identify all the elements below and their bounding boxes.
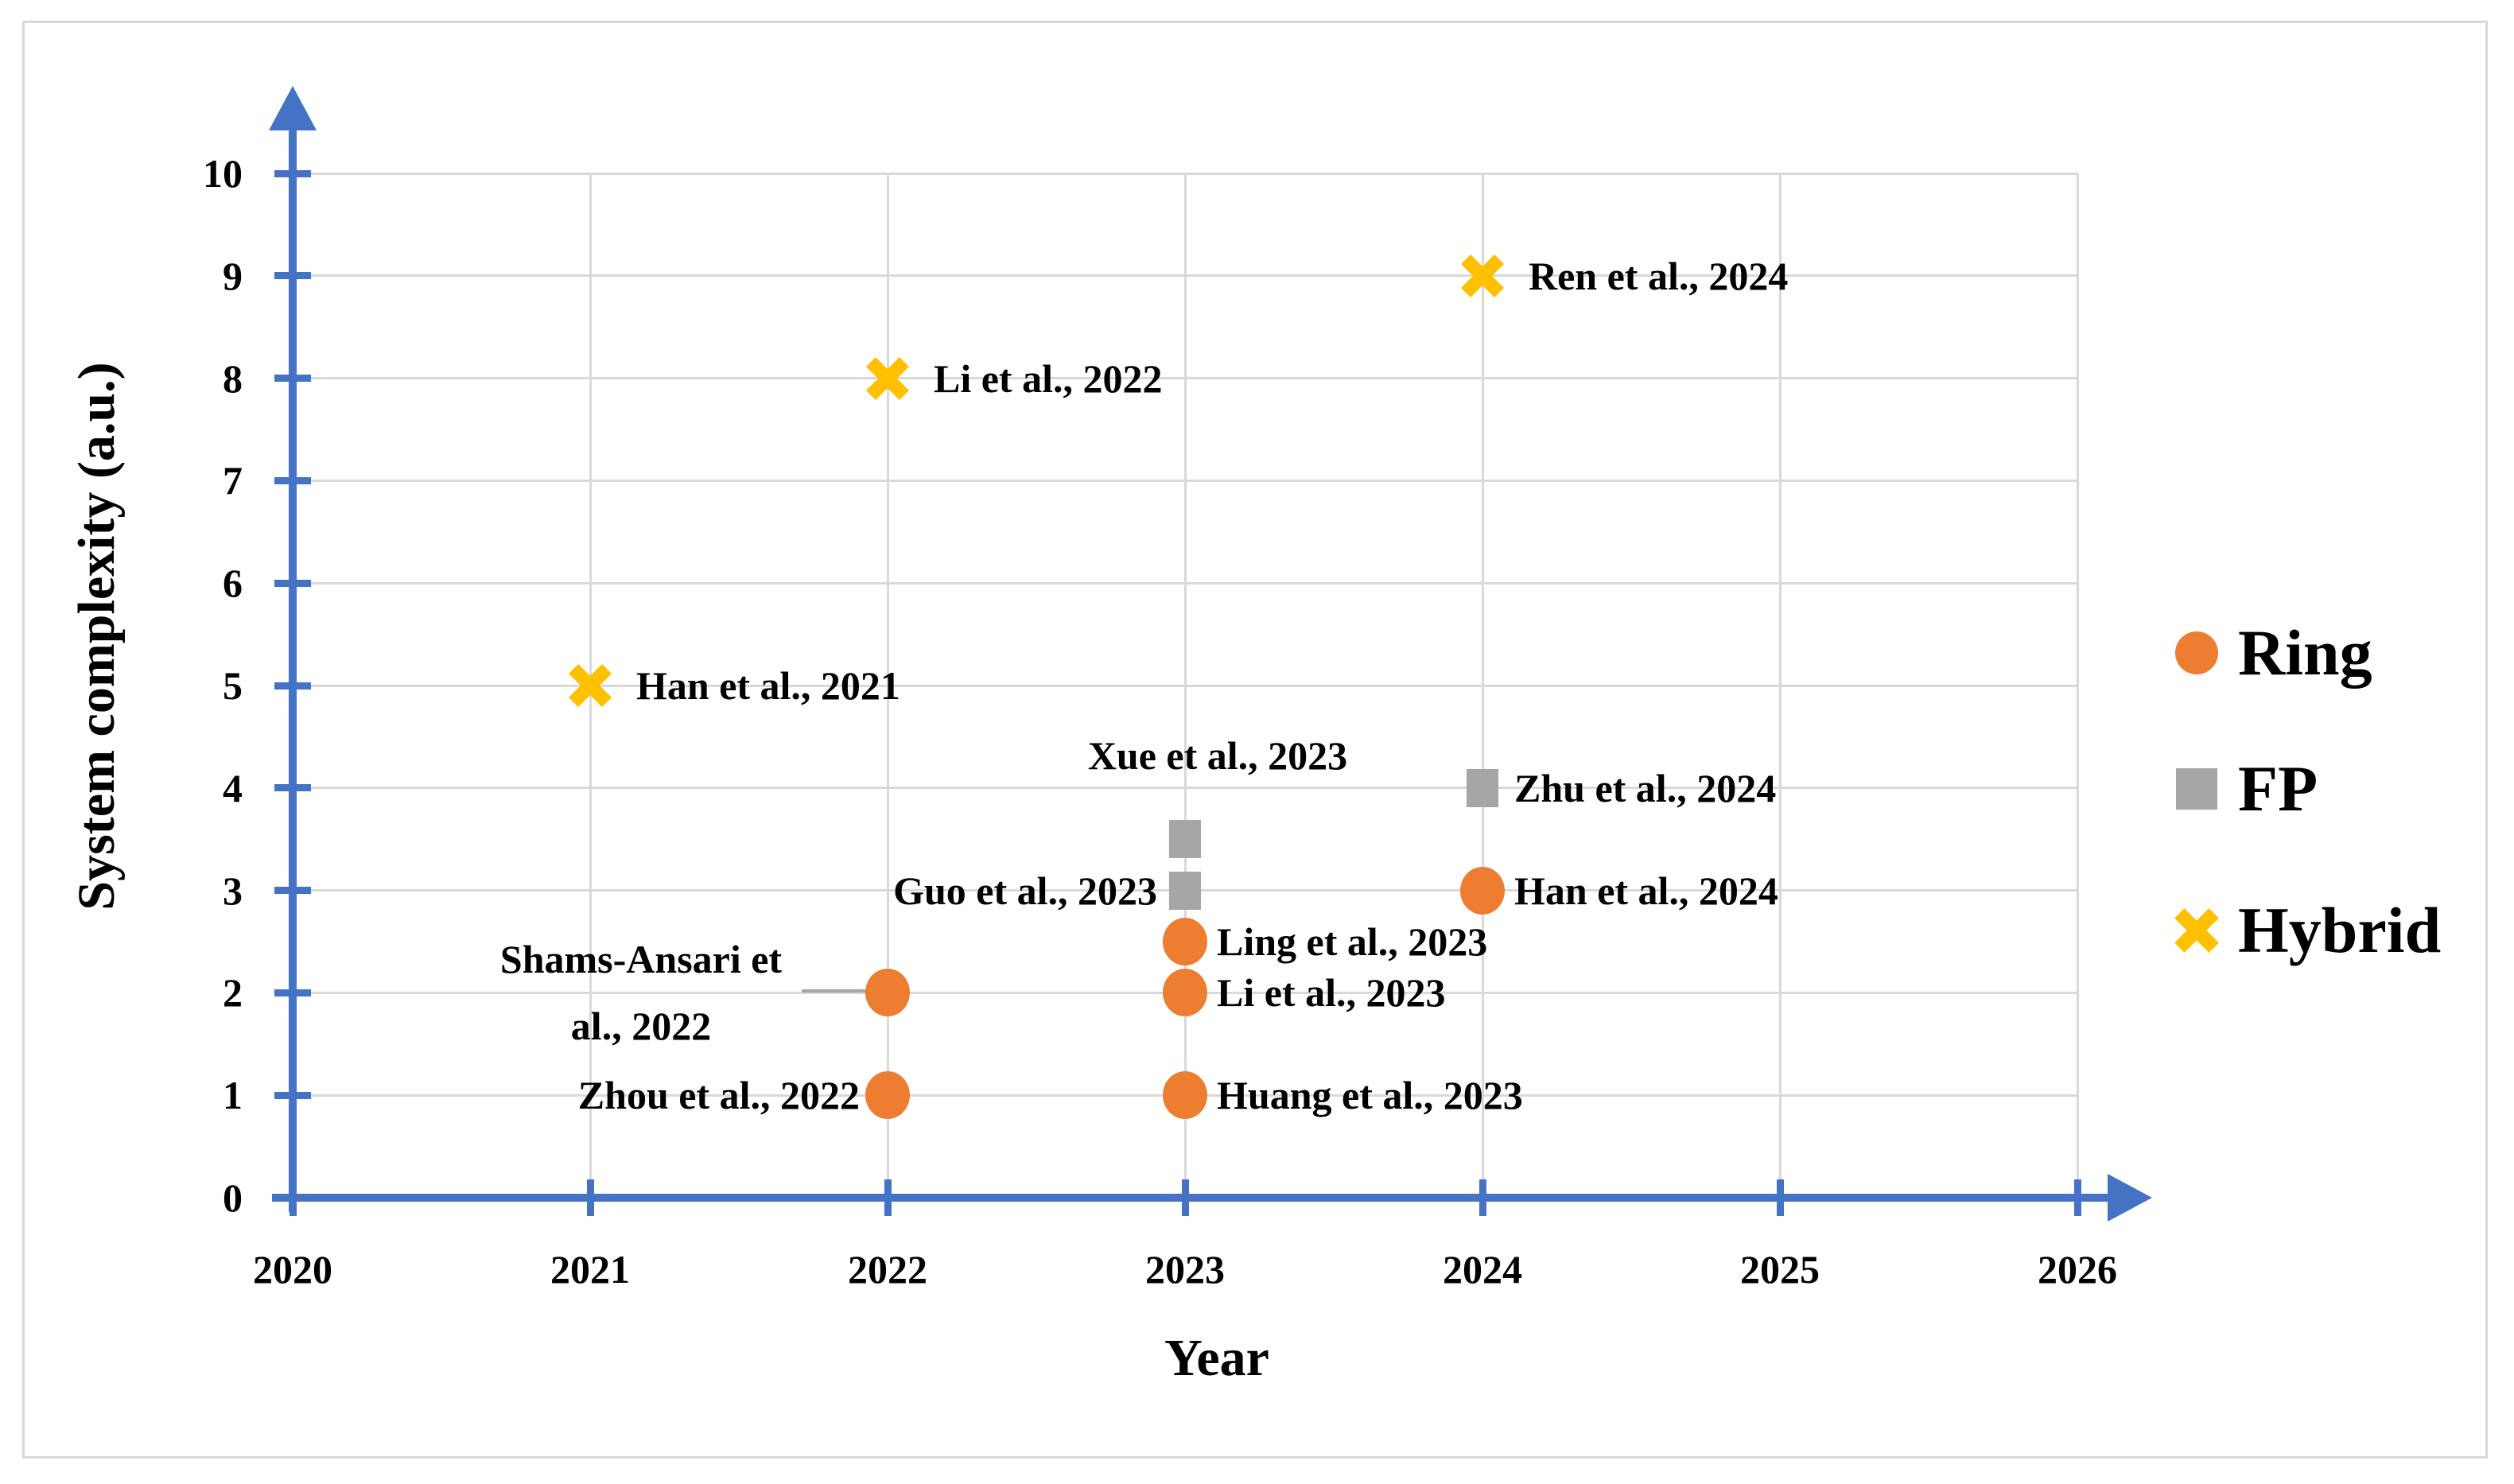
gridline-vertical <box>1481 173 1484 1198</box>
gridline-vertical <box>886 173 889 1198</box>
y-axis-tick <box>274 1194 311 1202</box>
point-label: Guo et al., 2023 <box>893 868 1157 913</box>
x-axis-tick <box>586 1179 594 1216</box>
y-axis-arrow-icon <box>269 86 317 130</box>
y-tick-label: 6 <box>223 561 243 606</box>
x-tick-label: 2022 <box>848 1247 927 1292</box>
y-tick-label: 4 <box>223 765 243 810</box>
data-point-hybrid <box>566 662 614 709</box>
legend-hybrid-x-icon <box>2172 906 2221 955</box>
y-axis-tick <box>274 887 311 895</box>
data-point-ring <box>1163 918 1207 965</box>
point-label: Ren et al., 2024 <box>1529 253 1789 298</box>
point-label: Li et al., 2023 <box>1217 970 1446 1016</box>
data-point-ring <box>1460 866 1505 915</box>
point-label-line: al., 2022 <box>570 1004 712 1049</box>
y-tick-label: 0 <box>223 1175 243 1220</box>
y-tick-label: 10 <box>203 151 243 196</box>
y-tick-label: 1 <box>223 1073 243 1118</box>
x-tick-label: 2026 <box>2038 1247 2117 1292</box>
y-axis-line <box>289 129 297 1212</box>
point-label: Han et al., 2021 <box>636 663 900 708</box>
gridline-vertical <box>1778 173 1782 1198</box>
data-point-ring <box>865 1071 910 1120</box>
x-tick-label: 2024 <box>1443 1247 1522 1292</box>
x-tick-label: 2021 <box>550 1247 630 1292</box>
x-axis-tick <box>1181 1179 1189 1216</box>
point-label: Xue et al., 2023 <box>1087 733 1348 779</box>
y-tick-label: 3 <box>223 868 243 913</box>
legend-label: FP <box>2238 752 2318 825</box>
data-point-ring <box>1163 969 1207 1017</box>
gridline-vertical <box>1183 173 1187 1198</box>
legend-label: Hybrid <box>2238 894 2442 966</box>
x-tick-label: 2023 <box>1145 1247 1225 1292</box>
point-label-line: Shams-Ansari et <box>499 937 783 982</box>
x-axis-arrow-icon <box>2108 1174 2152 1222</box>
y-tick-label: 7 <box>223 458 243 503</box>
data-point-fp <box>1467 768 1498 807</box>
y-axis-title: System complexity (a.u.) <box>68 362 126 911</box>
point-label: Zhu et al., 2024 <box>1514 765 1777 810</box>
x-tick-label: 2025 <box>1740 1247 1820 1292</box>
y-tick-label: 5 <box>223 663 243 708</box>
label-leader-line <box>802 989 867 993</box>
x-axis-tick <box>1776 1179 1784 1216</box>
y-axis-tick <box>274 169 311 177</box>
point-label: Han et al., 2024 <box>1514 868 1778 913</box>
y-axis-tick <box>274 682 311 690</box>
x-axis-tick <box>2073 1179 2081 1216</box>
y-tick-label: 2 <box>223 970 243 1016</box>
data-point-fp <box>1169 820 1201 859</box>
x-axis-tick <box>1478 1179 1486 1216</box>
figure-border <box>22 21 2488 1459</box>
point-label: Zhou et al., 2022 <box>577 1073 860 1118</box>
data-point-ring <box>865 969 910 1017</box>
y-axis-tick <box>274 579 311 587</box>
point-label: Huang et al., 2023 <box>1217 1073 1523 1118</box>
point-label: Shams-Ansari et al., 2022 <box>478 926 804 1059</box>
legend-fp-square-icon <box>2176 768 2217 810</box>
point-label: Ling et al., 2023 <box>1217 919 1488 964</box>
y-axis-tick <box>274 989 311 996</box>
x-axis-tick <box>884 1179 892 1216</box>
data-point-ring <box>1163 1071 1207 1120</box>
data-point-hybrid <box>864 355 911 402</box>
point-label: Li et al., 2022 <box>934 355 1163 401</box>
legend-ring-circle-icon <box>2175 631 2218 674</box>
gridline-vertical <box>2076 173 2079 1198</box>
y-axis-tick <box>274 375 311 383</box>
y-axis-tick <box>274 1091 311 1099</box>
data-point-fp <box>1169 871 1201 910</box>
y-tick-label: 9 <box>223 253 243 298</box>
y-axis-tick <box>274 272 311 280</box>
legend-label: Ring <box>2238 616 2372 689</box>
x-tick-label: 2020 <box>253 1247 332 1292</box>
y-axis-tick <box>274 476 311 484</box>
x-axis-line <box>272 1194 2112 1202</box>
data-point-hybrid <box>1459 252 1506 300</box>
x-axis-title: Year <box>1164 1329 1269 1387</box>
y-axis-tick <box>274 784 311 792</box>
y-tick-label: 8 <box>223 355 243 401</box>
